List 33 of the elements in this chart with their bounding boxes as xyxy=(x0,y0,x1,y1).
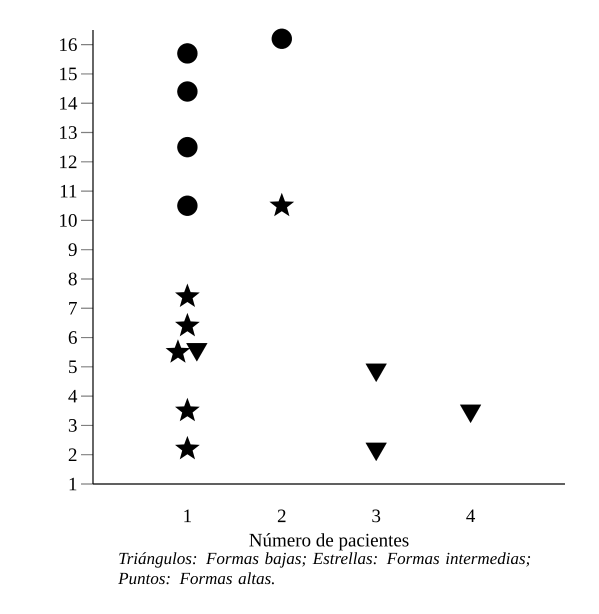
y-tick-label: 5 xyxy=(69,360,77,374)
y-tick-label: 4 xyxy=(68,390,78,402)
y-tick-label: 8 xyxy=(68,272,77,286)
y-tick-label: 9 xyxy=(68,243,77,256)
point xyxy=(269,192,294,216)
y-tick-label: 10 xyxy=(60,214,77,227)
y-tick-label: 11 xyxy=(60,184,76,198)
x-axis-title: Número de pacientes xyxy=(249,533,409,550)
x-tick-label: 4 xyxy=(466,510,476,522)
y-tick-label: 7 xyxy=(69,302,77,314)
y-tick-label: 16 xyxy=(60,38,77,52)
x-tick-label: 3 xyxy=(372,510,380,522)
point xyxy=(175,436,200,460)
y-tick-label: 15 xyxy=(60,68,77,80)
text: Triángulos: Formas bajas; Estrellas: Formas intermedias; Puntos: Formas altas. xyxy=(118,552,530,584)
y-tick-label: 1 xyxy=(70,478,76,490)
y-tick-label: 3 xyxy=(68,419,77,432)
y-tick-label: 14 xyxy=(60,96,78,110)
point xyxy=(272,28,292,49)
x-tick-label: 1 xyxy=(184,510,192,522)
y-tick-label: 12 xyxy=(60,156,76,168)
point xyxy=(175,312,200,336)
point xyxy=(177,43,198,64)
point xyxy=(175,398,200,422)
point xyxy=(177,81,198,102)
y-tick-label: 2 xyxy=(68,448,76,461)
point xyxy=(177,196,198,216)
y-tick-label: 13 xyxy=(60,126,77,139)
point xyxy=(177,136,198,158)
y-tick-label: 6 xyxy=(68,331,77,344)
point xyxy=(175,284,200,308)
x-tick-label: 2 xyxy=(278,510,286,522)
point xyxy=(166,339,190,363)
